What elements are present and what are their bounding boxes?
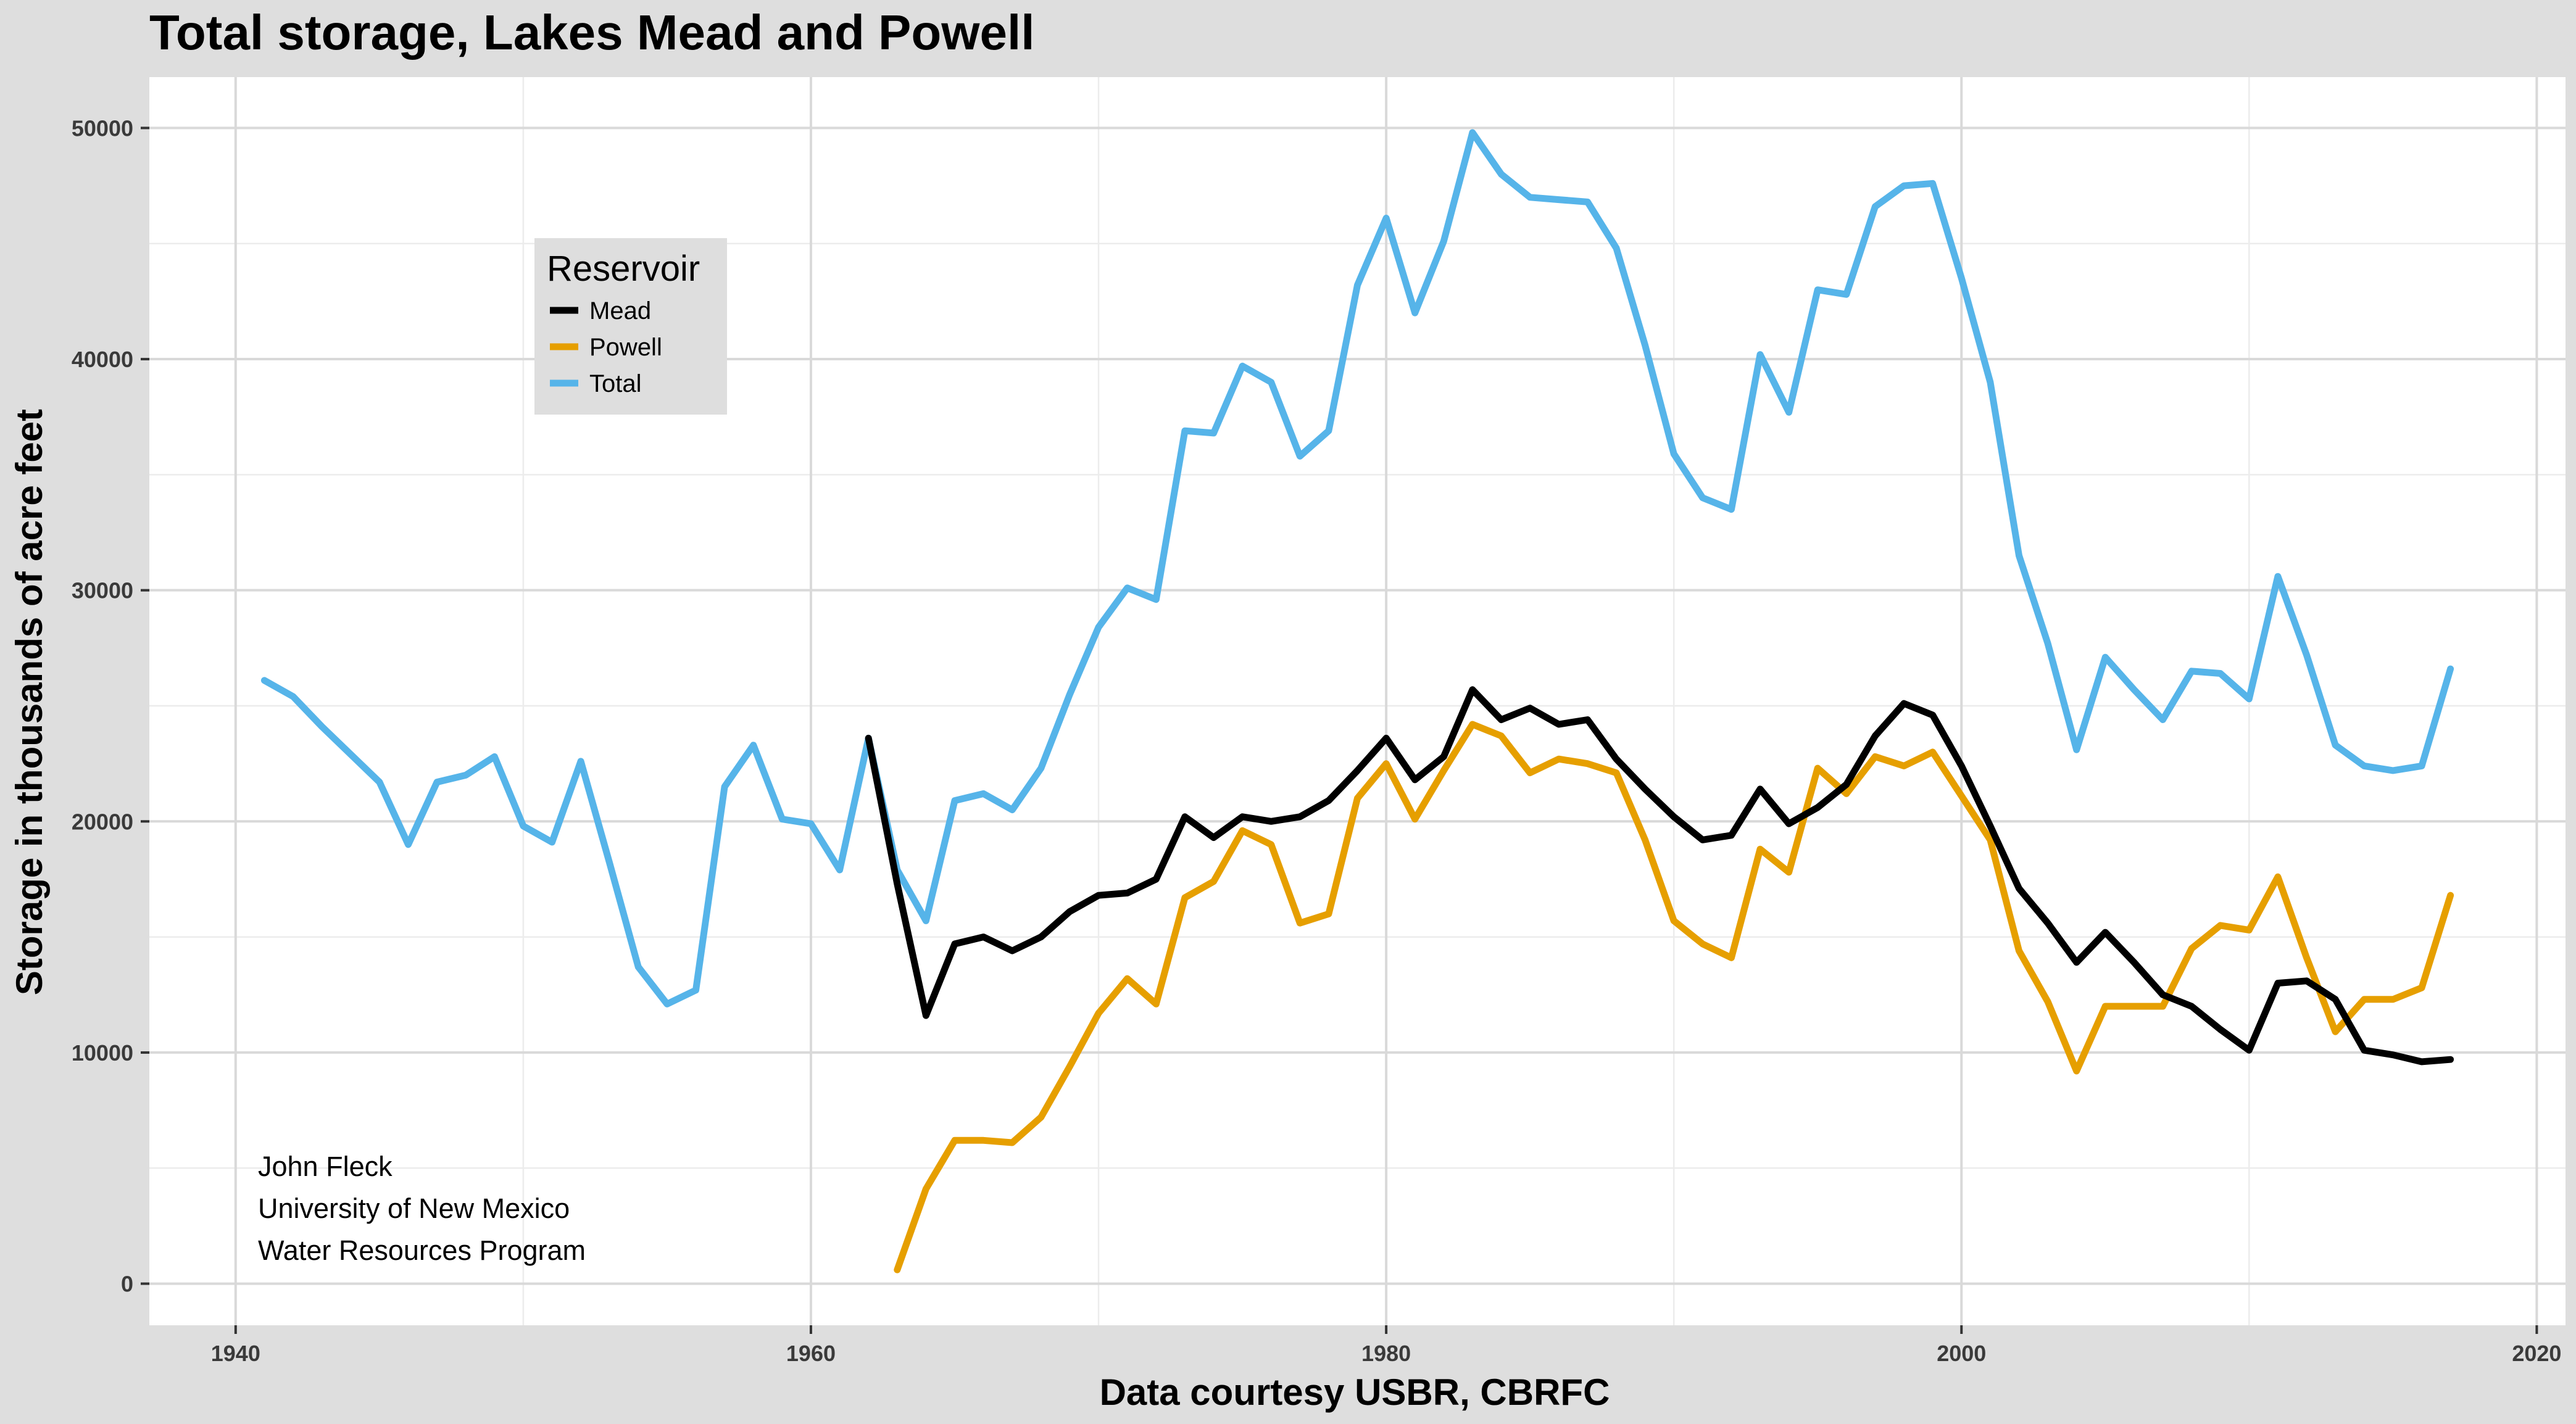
- legend-label-mead: Mead: [589, 297, 651, 325]
- y-tick-label: 20000: [72, 809, 133, 834]
- credit-line-3: Water Resources Program: [258, 1235, 586, 1266]
- y-tick-label: 40000: [72, 347, 133, 372]
- series-line-powell: [894, 721, 2454, 1273]
- y-tick-label: 0: [121, 1272, 133, 1297]
- y-tick-label: 50000: [72, 115, 133, 141]
- series-line-mead: [865, 686, 2454, 1066]
- legend-items: Mead Powell Total: [550, 297, 662, 397]
- x-tick-label: 1960: [786, 1341, 836, 1366]
- chart-title: Total storage, Lakes Mead and Powell: [149, 5, 1034, 60]
- legend-label-total: Total: [589, 370, 642, 397]
- x-axis-title: Data courtesy USBR, CBRFC: [1100, 1372, 1610, 1413]
- x-tick-label: 1980: [1361, 1341, 1411, 1366]
- legend-title: Reservoir: [547, 249, 700, 289]
- y-tick-label: 30000: [72, 578, 133, 603]
- credit-line-2: University of New Mexico: [258, 1193, 570, 1224]
- series-line-total: [260, 129, 2454, 1008]
- series-lines: [260, 129, 2454, 1273]
- plot-panel: [149, 77, 2566, 1325]
- y-tick-label: 10000: [72, 1040, 133, 1066]
- x-tick-label: 1940: [211, 1341, 260, 1366]
- tick-labels: 1940 1960 1980 2000 2020 0 10000 20000 30000 4000…: [72, 115, 2562, 1366]
- legend: Reservoir Mead Powell Total: [534, 238, 727, 415]
- x-tick-label: 2020: [2512, 1341, 2561, 1366]
- credit-annotation: John Fleck University of New Mexico Wate…: [258, 1151, 586, 1266]
- credit-line-1: John Fleck: [258, 1151, 393, 1182]
- x-tick-label: 2000: [1937, 1341, 1986, 1366]
- legend-label-powell: Powell: [589, 334, 662, 361]
- y-axis-title: Storage in thousands of acre feet: [9, 409, 50, 995]
